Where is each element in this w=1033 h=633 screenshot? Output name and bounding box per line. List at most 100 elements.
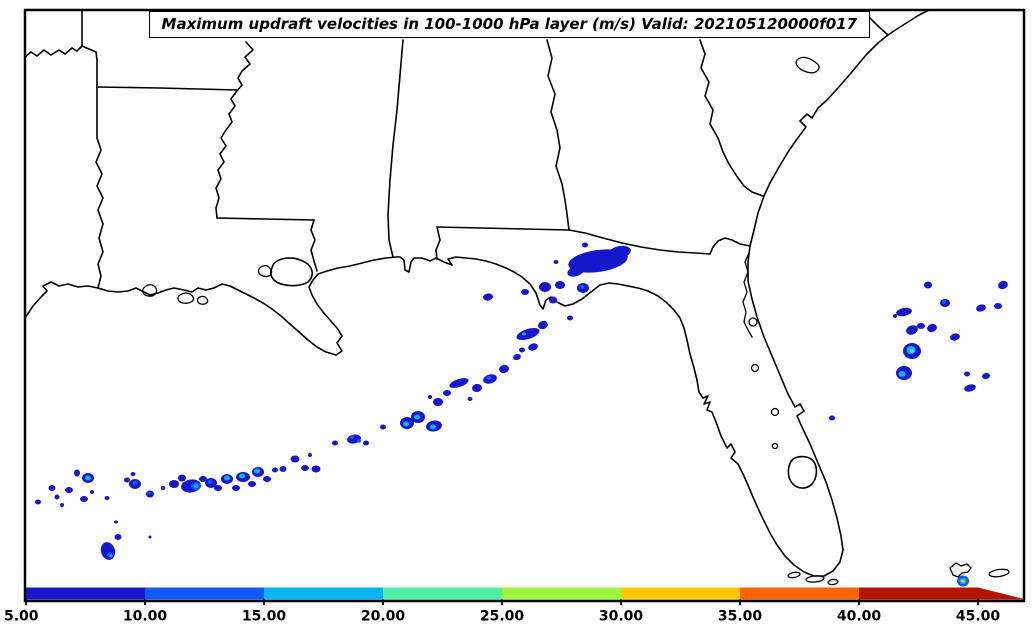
colorbar-tick-label: 20.00 xyxy=(361,609,406,625)
colorbar-over-arrow xyxy=(978,587,1026,600)
storm-cell xyxy=(472,383,482,393)
lake-george-fl xyxy=(748,317,758,327)
colorbar-segment xyxy=(859,587,979,600)
plot-title: Maximum updraft velocities in 100-1000 h… xyxy=(148,11,871,38)
colorbar-tick-label: 25.00 xyxy=(480,609,525,625)
colorbar-segment xyxy=(264,587,384,600)
colorbar-segment xyxy=(26,587,146,600)
colorbar-segment xyxy=(383,587,503,600)
storm-cell xyxy=(161,486,165,490)
storm-cell xyxy=(80,496,88,502)
storm-cell xyxy=(214,485,222,491)
state-border-texas-arkansas xyxy=(81,45,98,88)
storm-cell xyxy=(403,421,409,427)
storm-cell xyxy=(60,503,64,507)
storm-cell xyxy=(976,304,986,312)
storm-cell xyxy=(239,473,245,479)
storm-cell xyxy=(927,323,937,333)
storm-cell xyxy=(232,485,240,491)
geography-layer xyxy=(24,9,1010,586)
coastline xyxy=(24,9,930,577)
colorbar: 5.00 10.00 15.00 20.00 25.00 30.00 35.00 40.00 4… xyxy=(4,587,1026,625)
colorbar-tick-label: 15.00 xyxy=(242,609,287,625)
storm-cell xyxy=(555,281,565,289)
storm-cell xyxy=(443,390,451,396)
storm-cell xyxy=(347,434,361,444)
storm-cell xyxy=(74,469,80,477)
storm-cell xyxy=(114,534,122,540)
colorbar-tick-label: 10.00 xyxy=(123,609,168,625)
storm-cell xyxy=(430,424,436,430)
storm-cell xyxy=(124,477,130,483)
storm-cell xyxy=(998,280,1008,290)
storm-cell xyxy=(539,282,551,292)
storm-cell xyxy=(961,579,965,583)
storm-cell xyxy=(65,487,73,493)
storm-cell xyxy=(521,289,529,295)
storm-cell xyxy=(272,467,278,473)
colorbar-tick-label: 5.00 xyxy=(4,609,39,625)
storm-cell xyxy=(48,485,56,491)
storm-cell xyxy=(132,481,138,485)
storm-cell xyxy=(199,476,207,482)
storm-cell xyxy=(85,475,91,481)
storm-cell xyxy=(414,414,420,420)
storm-cell xyxy=(924,281,932,289)
storm-cell xyxy=(311,465,321,473)
storm-cell xyxy=(519,347,525,353)
lake-maurepas xyxy=(257,264,273,278)
storm-cell xyxy=(54,494,60,500)
storm-cell xyxy=(350,435,354,439)
storm-cell xyxy=(254,468,260,474)
storm-cell xyxy=(428,395,432,399)
colorbar-tick-label: 30.00 xyxy=(599,609,644,625)
state-border-perdido-river xyxy=(435,226,441,260)
small-lake-fl-3 xyxy=(771,442,779,450)
colorbar-tick-label: 35.00 xyxy=(718,609,763,625)
storm-cell xyxy=(130,472,136,476)
storm-cell xyxy=(35,499,41,505)
map-frame xyxy=(23,8,1026,603)
storm-cell xyxy=(104,496,110,500)
st-johns-river xyxy=(742,252,753,338)
small-lake-fl-1 xyxy=(750,363,760,373)
storm-cell xyxy=(582,242,588,248)
storm-cell xyxy=(567,315,573,321)
storm-cell xyxy=(114,520,118,524)
storm-cell xyxy=(893,314,897,318)
bahama-island-2 xyxy=(988,568,1010,578)
state-border-red-river xyxy=(24,45,83,58)
storm-cell xyxy=(942,300,946,304)
storm-cell xyxy=(906,325,918,335)
storm-cell xyxy=(538,320,548,330)
storm-cell xyxy=(301,465,309,471)
storm-cell xyxy=(964,371,970,377)
colorbar-segment xyxy=(740,587,860,600)
lake-grand xyxy=(177,292,195,304)
state-border-alabama-florida xyxy=(436,226,570,231)
storm-cell xyxy=(499,364,509,374)
storm-cell xyxy=(248,481,256,487)
state-border-texas-louisiana-sabine xyxy=(95,86,104,289)
storm-cell xyxy=(486,376,492,380)
storm-cell xyxy=(169,480,179,488)
storm-cell xyxy=(994,303,1002,309)
state-border-mississippi-river xyxy=(215,41,254,219)
lake-calcasieu xyxy=(142,284,158,297)
lake-pontchartrain xyxy=(269,257,313,287)
bahama-island-1 xyxy=(949,562,972,578)
state-border-mississippi-alabama xyxy=(387,39,404,258)
storm-cell xyxy=(147,491,151,495)
small-lake-fl-2 xyxy=(770,407,780,417)
colorbar-segment xyxy=(145,587,265,600)
storm-cell xyxy=(224,475,230,481)
state-border-georgia-southcarolina-savannah xyxy=(699,39,764,197)
storm-cell xyxy=(898,371,906,377)
storm-cell xyxy=(290,455,300,463)
storm-cell xyxy=(553,260,559,264)
storm-cell xyxy=(308,453,312,457)
state-border-florida-georgia xyxy=(568,229,751,255)
colorbar-segment xyxy=(621,587,741,600)
